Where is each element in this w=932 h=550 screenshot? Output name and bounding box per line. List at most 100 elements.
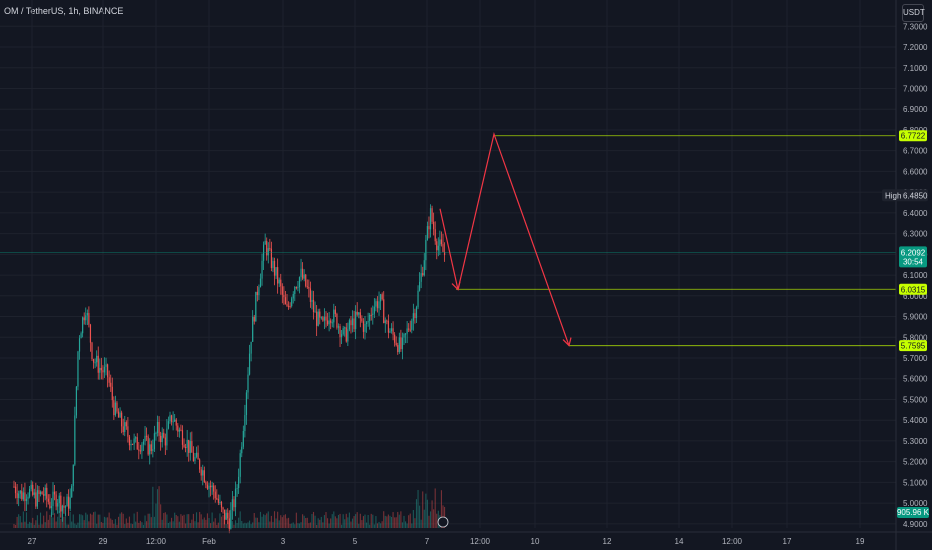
x-tick-label: 19 — [856, 537, 865, 546]
candle-body — [267, 248, 269, 256]
candle-body — [121, 412, 123, 427]
candle-body — [86, 312, 88, 316]
y-tick-label: 5.5000 — [903, 395, 928, 404]
candle-body — [269, 248, 271, 250]
candle-body — [203, 470, 205, 483]
candle-body — [163, 432, 165, 438]
candle-body — [225, 512, 227, 520]
candle-body — [252, 316, 254, 342]
candle-body — [273, 260, 276, 276]
candle-body — [53, 491, 56, 495]
candle-body — [63, 505, 65, 508]
volume-bar — [100, 521, 102, 528]
candle-body — [216, 498, 218, 500]
volume-bar — [60, 519, 62, 528]
candle-body — [311, 299, 313, 302]
candle-body — [214, 491, 216, 499]
candle-body — [68, 496, 70, 509]
candle-body — [278, 279, 280, 284]
candle-body — [348, 320, 350, 330]
volume-bar — [197, 522, 199, 528]
candle-body — [89, 324, 92, 343]
volume-bar — [208, 517, 210, 528]
candle-body — [169, 415, 171, 422]
target-tag: 6.7722 — [901, 132, 926, 141]
y-tick-label: 5.2000 — [903, 458, 928, 467]
candle-body — [138, 449, 140, 451]
candle-body — [317, 311, 319, 326]
volume-bar — [342, 514, 344, 528]
candle-body — [339, 326, 341, 338]
volume-bar — [64, 513, 67, 528]
candle-body — [57, 503, 59, 507]
volume-bar — [105, 517, 107, 528]
volume-bar — [63, 516, 65, 528]
candle-body — [389, 331, 391, 333]
high-label: High — [885, 191, 901, 200]
candle-body — [188, 439, 190, 453]
volume-bar — [436, 513, 438, 528]
volume-bar — [255, 517, 257, 528]
candle-body — [125, 422, 127, 427]
candle-body — [100, 367, 102, 371]
target-tag: 6.0315 — [901, 285, 926, 294]
y-tick-label: 7.3000 — [903, 22, 928, 31]
volume-bar — [110, 518, 112, 528]
x-tick-label: 5 — [353, 537, 358, 546]
candle-body — [66, 496, 68, 507]
candle-body — [21, 490, 23, 500]
candle-body — [61, 505, 63, 512]
volume-bar — [273, 511, 276, 528]
candle-body — [305, 274, 307, 287]
current-price-tag-bg — [899, 246, 927, 268]
x-tick-label: 17 — [783, 537, 792, 546]
x-tick-label: 12:00 — [146, 537, 167, 546]
volume-bar — [367, 514, 369, 528]
candle-body — [124, 422, 126, 433]
candle-body — [82, 317, 84, 334]
candle-body — [287, 305, 290, 307]
candle-body — [146, 435, 148, 437]
candle-body — [325, 316, 327, 321]
candle-body — [211, 485, 213, 488]
candle-body — [241, 446, 243, 454]
candle-body — [319, 311, 321, 318]
candle-body — [337, 326, 340, 328]
volume-bar — [239, 511, 241, 528]
volume-bar — [328, 523, 330, 528]
candle-body — [270, 248, 272, 269]
volume-bar — [142, 524, 145, 528]
volume-bar — [302, 514, 304, 528]
volume-bar — [178, 521, 180, 528]
candle-body — [266, 240, 268, 256]
candle-body — [213, 485, 215, 492]
candle-body — [29, 488, 31, 497]
volume-bar — [72, 514, 74, 528]
currency-button[interactable]: USDT — [902, 4, 925, 22]
candle-body — [437, 245, 439, 251]
candle-body — [426, 226, 428, 241]
candle-body — [261, 260, 263, 279]
candle-body — [280, 279, 282, 287]
volume-bar — [214, 518, 216, 528]
candle-body — [395, 342, 397, 346]
volume-bar — [77, 522, 79, 528]
y-tick-label: 6.9000 — [903, 105, 928, 114]
y-tick-label: 5.7000 — [903, 354, 928, 363]
x-tick-label: 7 — [425, 537, 430, 546]
candle-body — [136, 437, 138, 450]
candle-body — [258, 287, 260, 296]
y-tick-label: 6.7000 — [903, 147, 928, 156]
volume-bar — [412, 509, 414, 528]
volume-bar — [55, 521, 57, 528]
volume-bar — [431, 500, 433, 528]
candle-body — [177, 425, 179, 432]
x-tick-label: 14 — [675, 537, 684, 546]
y-tick-label: 5.1000 — [903, 478, 928, 487]
volume-bar — [69, 511, 71, 528]
volume-bar — [121, 512, 123, 528]
volume-bar — [284, 514, 286, 528]
volume-bar — [39, 512, 42, 528]
candle-body — [231, 499, 233, 511]
